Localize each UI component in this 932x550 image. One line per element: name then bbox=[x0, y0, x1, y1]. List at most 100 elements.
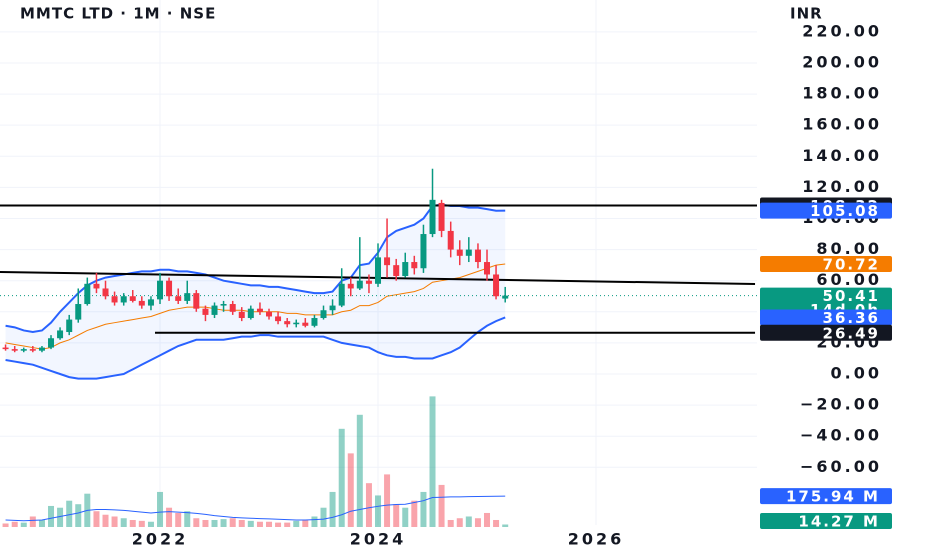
band-middle bbox=[5, 263, 506, 350]
volume-bar bbox=[329, 491, 336, 527]
y-tick-label: 220.00 bbox=[802, 21, 882, 40]
volume-bar bbox=[129, 519, 136, 527]
candle-body bbox=[102, 288, 109, 297]
volume-bar bbox=[393, 504, 400, 527]
candle-body bbox=[84, 283, 91, 305]
volume-bar bbox=[184, 511, 191, 527]
volume-bar bbox=[2, 523, 9, 527]
candle-body bbox=[438, 202, 445, 231]
candle-body bbox=[502, 295, 509, 299]
candle-body bbox=[75, 304, 82, 320]
volume-bar bbox=[29, 516, 36, 527]
volume-bar bbox=[93, 511, 100, 527]
volume-bar bbox=[48, 505, 55, 527]
volume-bar bbox=[220, 519, 227, 527]
volume-bar bbox=[238, 519, 245, 527]
volume-bar bbox=[438, 484, 445, 527]
candle-body bbox=[329, 305, 336, 311]
volume-bar bbox=[38, 519, 45, 527]
volume-bar bbox=[275, 522, 282, 527]
volume-tag-label: 175.94 M bbox=[786, 488, 880, 506]
volume-tag bbox=[760, 488, 892, 505]
candle-body bbox=[275, 316, 282, 322]
candle-body bbox=[484, 262, 491, 275]
price-tag-label: 50.41 bbox=[823, 287, 880, 305]
candle-body bbox=[166, 280, 173, 297]
volume-bar bbox=[493, 519, 500, 527]
price-tag bbox=[760, 256, 892, 273]
volume-bar bbox=[229, 518, 236, 527]
volume-bar bbox=[202, 519, 209, 527]
candle-body bbox=[66, 319, 73, 333]
volume-bar bbox=[474, 518, 481, 527]
price-tag-label: 105.08 bbox=[810, 202, 880, 220]
y-tick-label: 60.00 bbox=[816, 270, 882, 289]
volume-bar bbox=[193, 518, 200, 527]
volume-bar bbox=[365, 483, 372, 527]
price-tag-label: 70.72 bbox=[823, 256, 880, 274]
candle-body bbox=[193, 293, 200, 309]
volume-bar bbox=[411, 500, 418, 527]
volume-bar bbox=[447, 519, 454, 527]
volume-bar bbox=[429, 396, 436, 527]
price-tag bbox=[760, 202, 892, 219]
price-tag-label: 36.36 bbox=[823, 309, 880, 327]
candle-body bbox=[229, 304, 236, 312]
candle-body bbox=[311, 318, 318, 326]
volume-bar bbox=[75, 504, 82, 527]
candle-body bbox=[393, 265, 400, 277]
candle-body bbox=[157, 280, 164, 300]
candle-body bbox=[293, 322, 300, 325]
candle-body bbox=[474, 249, 481, 263]
candle-body bbox=[202, 308, 209, 315]
volume-bar bbox=[293, 520, 300, 527]
band-fill bbox=[5, 204, 506, 379]
candle-body bbox=[347, 283, 354, 289]
price-tag-label: 26.49 bbox=[823, 324, 880, 342]
volume-bar bbox=[138, 520, 145, 527]
candle-body bbox=[302, 322, 309, 326]
candle-body bbox=[356, 280, 363, 289]
currency: INR bbox=[790, 5, 823, 23]
plot-area bbox=[0, 0, 757, 527]
volume-bar bbox=[66, 500, 73, 527]
volume-bar bbox=[456, 518, 463, 527]
volume-bar bbox=[11, 521, 18, 527]
volume-bar bbox=[111, 516, 118, 527]
candle-body bbox=[420, 234, 427, 269]
y-tick-label: −20.00 bbox=[800, 395, 882, 414]
volume-bar bbox=[420, 491, 427, 527]
candle-body bbox=[247, 308, 254, 319]
volume-bar bbox=[302, 519, 309, 527]
volume-bar bbox=[347, 453, 354, 527]
x-tick-label: 2026 bbox=[568, 530, 625, 549]
volume-bar bbox=[120, 518, 127, 527]
candle-body bbox=[375, 257, 382, 284]
candle-body bbox=[465, 249, 472, 256]
volume-bar bbox=[57, 507, 64, 527]
band-lower bbox=[5, 316, 506, 380]
volume-tag bbox=[760, 513, 892, 529]
candle-body bbox=[20, 349, 27, 351]
candle-body bbox=[11, 349, 18, 351]
volume-bar bbox=[375, 495, 382, 527]
volume-ma-line bbox=[5, 495, 506, 522]
volume-bar bbox=[465, 516, 472, 527]
candle-body bbox=[402, 262, 409, 277]
y-tick-label: 80.00 bbox=[816, 239, 882, 258]
y-tick-label: 200.00 bbox=[802, 52, 882, 71]
candle-body bbox=[2, 347, 9, 350]
candle-body bbox=[120, 296, 127, 303]
candle-body bbox=[93, 283, 100, 289]
candle-body bbox=[411, 262, 418, 269]
volume-bar bbox=[356, 414, 363, 527]
candle-body bbox=[147, 299, 154, 306]
volume-bar bbox=[284, 522, 291, 527]
y-tick-label: 0.00 bbox=[831, 364, 882, 383]
candle-body bbox=[338, 283, 345, 306]
volume-bar bbox=[247, 520, 254, 527]
candle-body bbox=[266, 311, 273, 317]
y-tick-label: −60.00 bbox=[800, 457, 882, 476]
volume-bar bbox=[157, 491, 164, 527]
